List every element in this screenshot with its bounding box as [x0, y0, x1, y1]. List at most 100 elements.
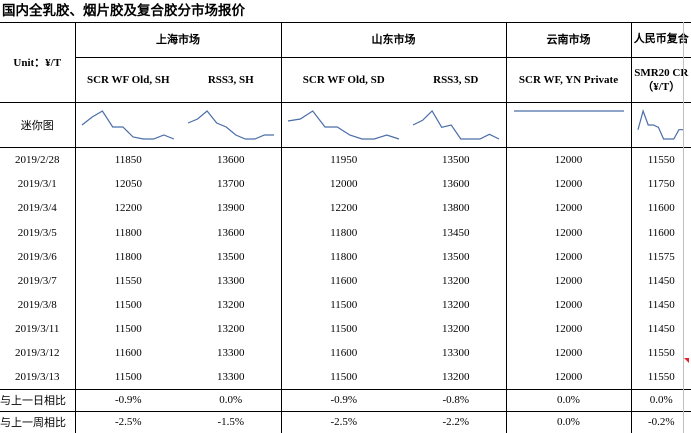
price-cell: 11950 — [330, 154, 358, 167]
date-cell: 2019/3/12 — [0, 341, 76, 366]
price-cell: 11500 — [114, 371, 142, 384]
price-cell: 13200 — [181, 292, 282, 318]
change-cell: 0.0% — [181, 389, 282, 412]
price-cell: 11600 — [647, 202, 675, 215]
table-row: 2019/3/7 11550 13300 11600 13200 12000 11450 — [0, 268, 691, 293]
change-row: 与上一周相比 -2.5% -1.5% -2.5% -2.2% 0.0% -0.2% — [0, 410, 691, 433]
change-cell: -2.5% — [281, 410, 406, 433]
price-cell: 11600 — [114, 347, 142, 360]
change-cell: -0.9% — [281, 389, 406, 412]
price-cell: 11550 — [647, 347, 675, 360]
price-cell: 13600 — [181, 147, 282, 173]
table-row: 2019/3/1 12050 13700 12000 13600 12000 11750 — [0, 172, 691, 197]
sparkline-series — [412, 110, 500, 140]
price-cell: 12000 — [506, 172, 632, 197]
sparkline-chart — [187, 110, 274, 140]
unit-cell: Unit：¥/T — [0, 22, 76, 103]
table-row: 2019/3/8 11500 13200 11500 13200 12000 11450 — [0, 292, 691, 318]
column-header: SMR20 CR（¥/T） — [634, 66, 689, 93]
table-row: 2019/3/4 12200 13900 12200 13800 12000 11600 — [0, 196, 691, 221]
change-cell: -2.2% — [406, 410, 507, 433]
price-table: Unit：¥/T 上海市场 山东市场 云南市场 人民币复合 SCR WF Old… — [0, 22, 691, 433]
price-cell: 11450 — [647, 323, 675, 336]
price-cell: 13200 — [406, 292, 507, 318]
price-cell: 12000 — [506, 341, 632, 366]
change-cell: 0.0% — [506, 410, 632, 433]
change-cell: -0.2% — [631, 410, 691, 433]
price-cell: 13200 — [406, 317, 507, 342]
price-cell: 11575 — [647, 250, 675, 263]
date-cell: 2019/3/13 — [0, 365, 76, 390]
sparkline-chart — [412, 110, 500, 140]
price-cell: 13500 — [406, 244, 507, 269]
column-header: SCR WF Old, SH — [86, 73, 170, 86]
price-cell: 11600 — [647, 226, 675, 239]
date-cell: 2019/3/7 — [0, 268, 76, 293]
price-cell: 12000 — [506, 292, 632, 318]
change-cell: -1.5% — [181, 410, 282, 433]
price-cell: 11800 — [330, 250, 358, 263]
table-row: 2019/3/12 11600 13300 11600 13300 12000 11550 — [0, 341, 691, 366]
column-header: SCR WF Old, SD — [302, 73, 385, 86]
date-cell: 2019/3/1 — [0, 172, 76, 197]
sparkline-series — [187, 110, 274, 140]
price-cell: 13200 — [406, 268, 507, 293]
price-cell: 11500 — [330, 323, 358, 336]
price-cell: 13300 — [406, 341, 507, 366]
price-cell: 12000 — [506, 317, 632, 342]
sparkline-cell — [181, 102, 282, 149]
price-cell: 11500 — [330, 299, 358, 311]
price-cell: 11550 — [647, 154, 675, 167]
price-cell: 12200 — [330, 202, 358, 215]
table-row: 2019/3/6 11800 13500 11800 13500 12000 11575 — [0, 244, 691, 269]
price-cell: 11550 — [647, 371, 675, 384]
price-cell: 11600 — [330, 274, 358, 287]
price-cell: 11750 — [647, 178, 675, 191]
date-cell: 2019/2/28 — [0, 147, 76, 173]
date-cell: 2019/3/4 — [0, 196, 76, 221]
date-cell: 2019/3/6 — [0, 244, 76, 269]
change-cell: -0.9% — [75, 389, 181, 412]
date-cell: 2019/3/8 — [0, 292, 76, 318]
table-row: 2019/3/11 11500 13200 11500 13200 12000 11450 — [0, 317, 691, 342]
price-cell: 12200 — [114, 202, 143, 215]
sparkline-chart — [513, 110, 624, 112]
sparkline-series — [81, 110, 175, 140]
sparkline-series — [637, 109, 685, 140]
table-row: 2019/2/28 11850 13600 11950 13500 12000 11550 — [0, 147, 691, 173]
date-cell: 2019/3/11 — [0, 317, 76, 342]
price-cell: 11800 — [114, 226, 142, 239]
column-header: RSS3, SD — [406, 57, 507, 103]
sparkline-cell — [406, 102, 507, 149]
price-cell: 13200 — [181, 317, 282, 342]
change-label: 与上一日相比 — [0, 389, 76, 412]
price-cell: 11550 — [114, 274, 142, 287]
price-cell: 12000 — [506, 147, 632, 173]
price-cell: 13600 — [181, 220, 282, 245]
price-cell: 12000 — [506, 196, 632, 221]
change-cell: -2.5% — [75, 410, 181, 433]
price-cell: 13500 — [181, 244, 282, 269]
column-header: SCR WF, YN Private — [506, 57, 632, 103]
price-cell: 12000 — [330, 178, 358, 191]
price-cell: 11800 — [114, 250, 142, 263]
price-cell: 12000 — [506, 365, 632, 390]
price-cell: 13500 — [406, 147, 507, 173]
date-cell: 2019/3/5 — [0, 220, 76, 245]
sparkline-chart — [637, 109, 685, 140]
sparkline-cell — [281, 102, 406, 149]
sparkline-cell — [631, 102, 691, 149]
price-cell: 13300 — [181, 341, 282, 366]
sparkline-chart — [81, 110, 175, 140]
change-cell: 0.0% — [631, 389, 691, 412]
price-cell: 11800 — [330, 226, 358, 239]
market-yunnan: 云南市场 — [506, 22, 632, 58]
comment-marker — [684, 358, 689, 363]
price-cell: 13300 — [181, 268, 282, 293]
price-cell: 11500 — [114, 299, 142, 311]
sparkline-label: 迷你图 — [0, 102, 76, 149]
price-cell: 12000 — [506, 220, 632, 245]
sheet-edge — [683, 22, 684, 433]
sparkline-cell — [75, 102, 181, 149]
